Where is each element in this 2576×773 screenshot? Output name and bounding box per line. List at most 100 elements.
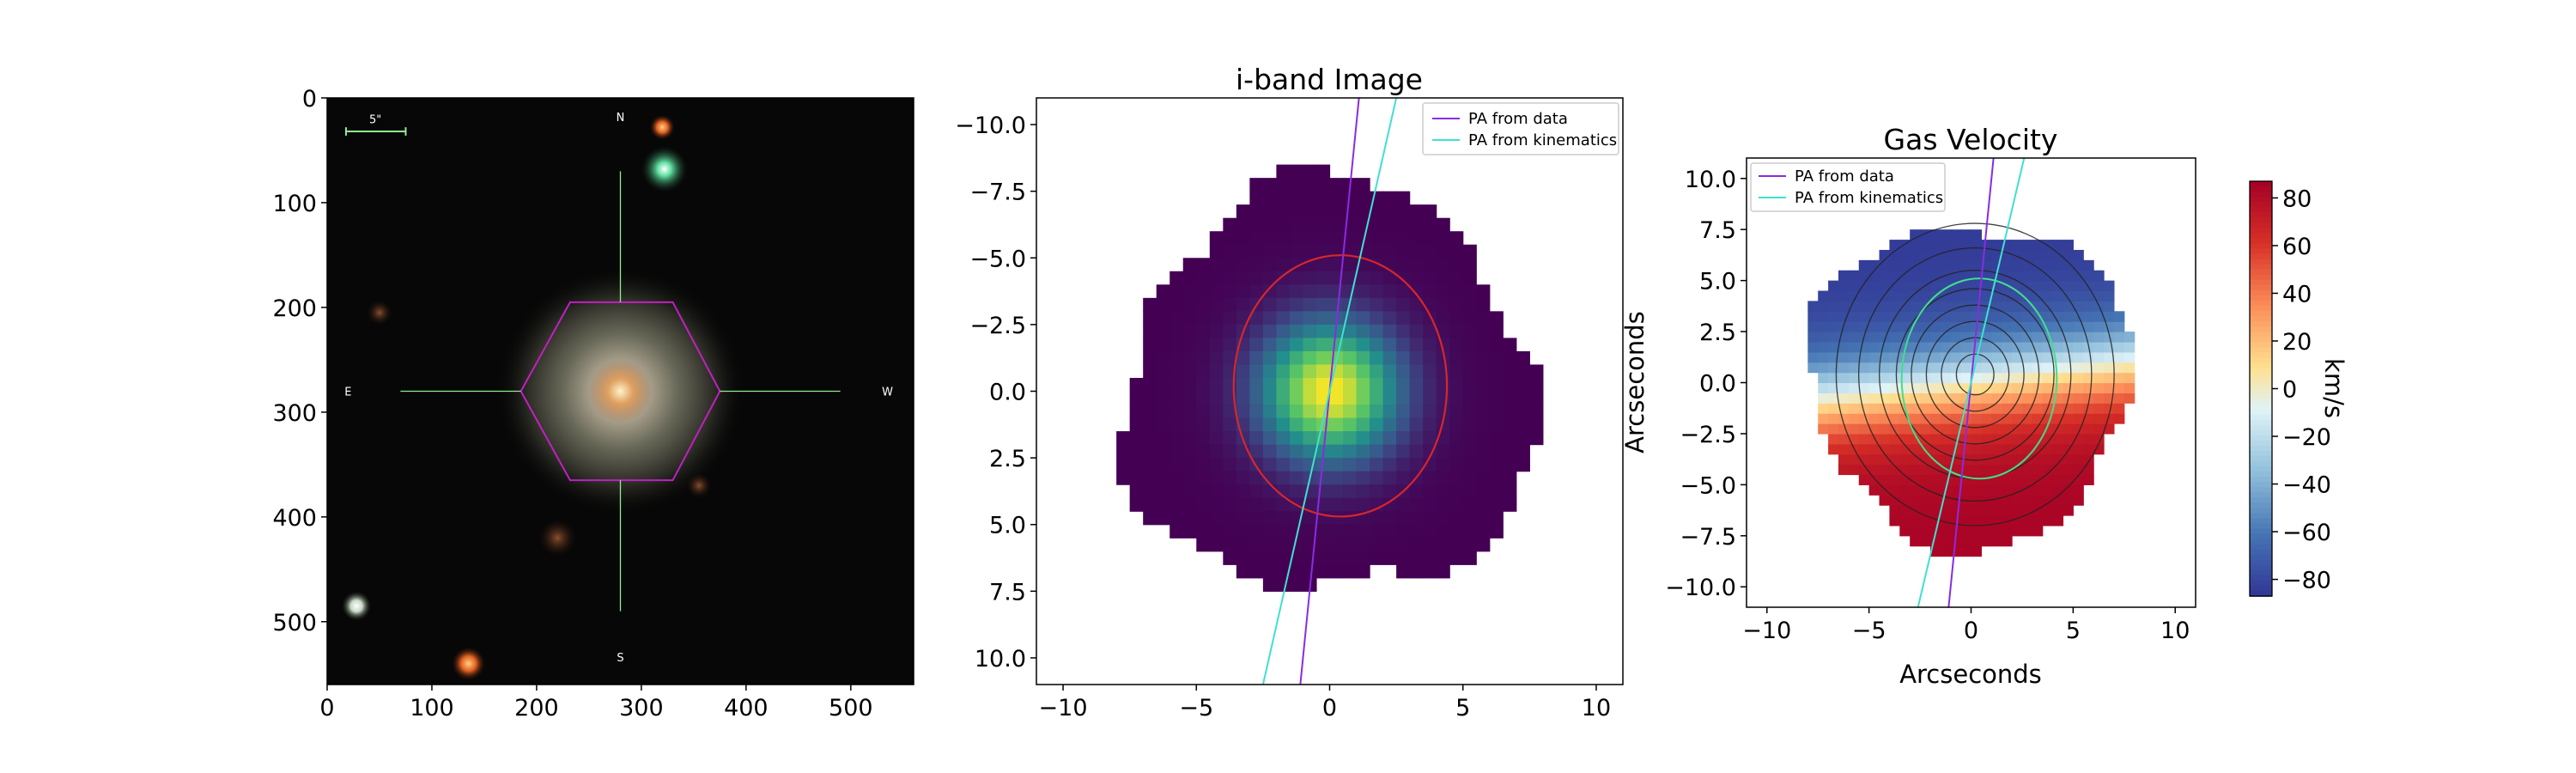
iband-pixel (1276, 538, 1291, 552)
velocity-pixel (1910, 229, 1921, 240)
iband-pixel (1262, 564, 1278, 579)
colorbar-segment (2250, 539, 2272, 545)
velocity-pixel (1950, 505, 1962, 516)
velocity-pixel (2052, 259, 2064, 271)
iband-pixel (1343, 564, 1358, 579)
velocity-pixel (1981, 372, 1992, 384)
velocity-pixel (1960, 545, 1972, 557)
iband-pixel (1223, 471, 1237, 485)
iband-pixel (1503, 417, 1517, 432)
velocity-pixel (2021, 341, 2033, 353)
iband-pixel (1303, 377, 1317, 393)
iband-pixel (1329, 191, 1344, 205)
iband-pixel (1223, 458, 1237, 472)
velocity-pixel (1920, 321, 1931, 332)
iband-pixel (1315, 338, 1331, 352)
iband-pixel (1209, 524, 1224, 539)
iband-pixel (1356, 364, 1370, 379)
velocity-pixel (2093, 423, 2105, 435)
iband-pixel (1236, 284, 1250, 299)
iband-pixel (1436, 217, 1450, 232)
iband-pixel (1449, 391, 1464, 405)
velocity-pixel (1868, 464, 1880, 476)
iband-pixel (1170, 350, 1184, 366)
velocity-pixel (1879, 484, 1891, 496)
velocity-pixel (2052, 403, 2064, 414)
velocity-pixel (1991, 403, 2002, 414)
iband-pixel (1329, 297, 1344, 312)
colorbar-segment (2250, 482, 2272, 489)
velocity-pixel (1899, 290, 1911, 302)
velocity-pixel (2012, 495, 2023, 506)
iband-pixel (1449, 538, 1464, 552)
velocity-pixel (1981, 535, 1992, 547)
velocity-pixel (2012, 484, 2023, 496)
iband-pixel (1262, 417, 1278, 432)
iband-pixel (1170, 311, 1184, 326)
iband-pixel (1303, 350, 1317, 366)
velocity-pixel (2002, 505, 2013, 516)
velocity-pixel (1838, 280, 1850, 292)
velocity-pixel (1971, 413, 1982, 424)
velocity-pixel (1828, 290, 1839, 302)
iband-pixel (1196, 377, 1211, 393)
iband-pixel (1382, 511, 1397, 526)
velocity-pixel (1991, 525, 2002, 537)
velocity-pixel (1971, 301, 1982, 312)
iband-pixel (1356, 405, 1370, 419)
iband-pixel (1303, 551, 1317, 565)
velocity-pixel (2012, 321, 2023, 332)
velocity-pixel (1889, 270, 1900, 282)
velocity-pixel (2113, 382, 2125, 393)
iband-pixel (1382, 471, 1397, 485)
iband-pixel (1462, 350, 1477, 366)
iband-pixel (1143, 511, 1157, 526)
velocity-pixel (1879, 249, 1891, 261)
velocity-pixel (1971, 545, 1982, 557)
colorbar-segment (2250, 305, 2272, 312)
iband-pixel (1289, 444, 1304, 459)
velocity-pixel (2113, 321, 2125, 332)
iband-pixel (1409, 564, 1424, 579)
velocity-pixel (1991, 433, 2002, 445)
iband-pixel (1156, 391, 1170, 405)
velocity-pixel (1920, 259, 1931, 271)
iband-pixel (1303, 431, 1317, 446)
iband-pixel (1489, 324, 1504, 339)
velocity-pixel (1950, 351, 1962, 363)
velocity-pixel (1929, 545, 1941, 557)
velocity-pixel (1981, 515, 1992, 526)
iband-pixel (1236, 204, 1250, 219)
iband-pixel (1449, 417, 1464, 432)
iband-pixel (1182, 377, 1197, 393)
iband-pixel (1462, 524, 1477, 539)
velocity-pixel (2052, 433, 2064, 445)
iband-pixel (1370, 391, 1384, 405)
iband-pixel (1129, 471, 1144, 485)
iband-pixel (1356, 178, 1370, 192)
iband-pixel (1315, 458, 1331, 472)
velocity-pixel (1981, 393, 1992, 404)
iband-pixel (1356, 431, 1370, 446)
velocity-pixel (2021, 484, 2033, 496)
iband-pixel (1382, 391, 1397, 405)
iband-pixel (1249, 350, 1264, 366)
velocity-pixel (2073, 403, 2084, 414)
velocity-pixel (2073, 321, 2084, 332)
iband-pixel (1170, 391, 1184, 405)
flux-contour-7 (1835, 222, 2115, 526)
iband-pixel (1249, 551, 1264, 565)
iband-pixel (1436, 311, 1450, 326)
velocity-pixel (1848, 393, 1860, 404)
velocity-pixel (1879, 280, 1891, 292)
iband-pixel (1315, 258, 1331, 272)
iband-pixel (1236, 458, 1250, 472)
velocity-pixel (2083, 403, 2094, 414)
velocity-pixel (2042, 351, 2054, 363)
iband-pixel (1396, 311, 1411, 326)
iband-pixel (1303, 244, 1317, 259)
velocity-pixel (1838, 311, 1850, 322)
iband-pixel (1276, 297, 1291, 312)
iband-pixel (1396, 391, 1411, 405)
iband-pixel (1303, 191, 1317, 205)
